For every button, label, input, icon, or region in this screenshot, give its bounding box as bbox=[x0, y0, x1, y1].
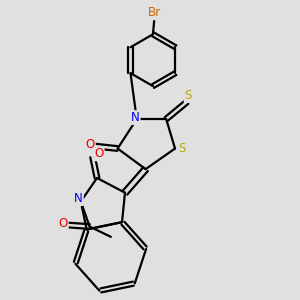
Text: N: N bbox=[74, 192, 83, 205]
Text: O: O bbox=[58, 217, 68, 230]
Text: O: O bbox=[94, 147, 104, 160]
Text: S: S bbox=[179, 142, 186, 155]
Text: Br: Br bbox=[148, 6, 161, 19]
Text: O: O bbox=[85, 138, 95, 151]
Text: N: N bbox=[131, 111, 140, 124]
Text: S: S bbox=[184, 89, 192, 102]
